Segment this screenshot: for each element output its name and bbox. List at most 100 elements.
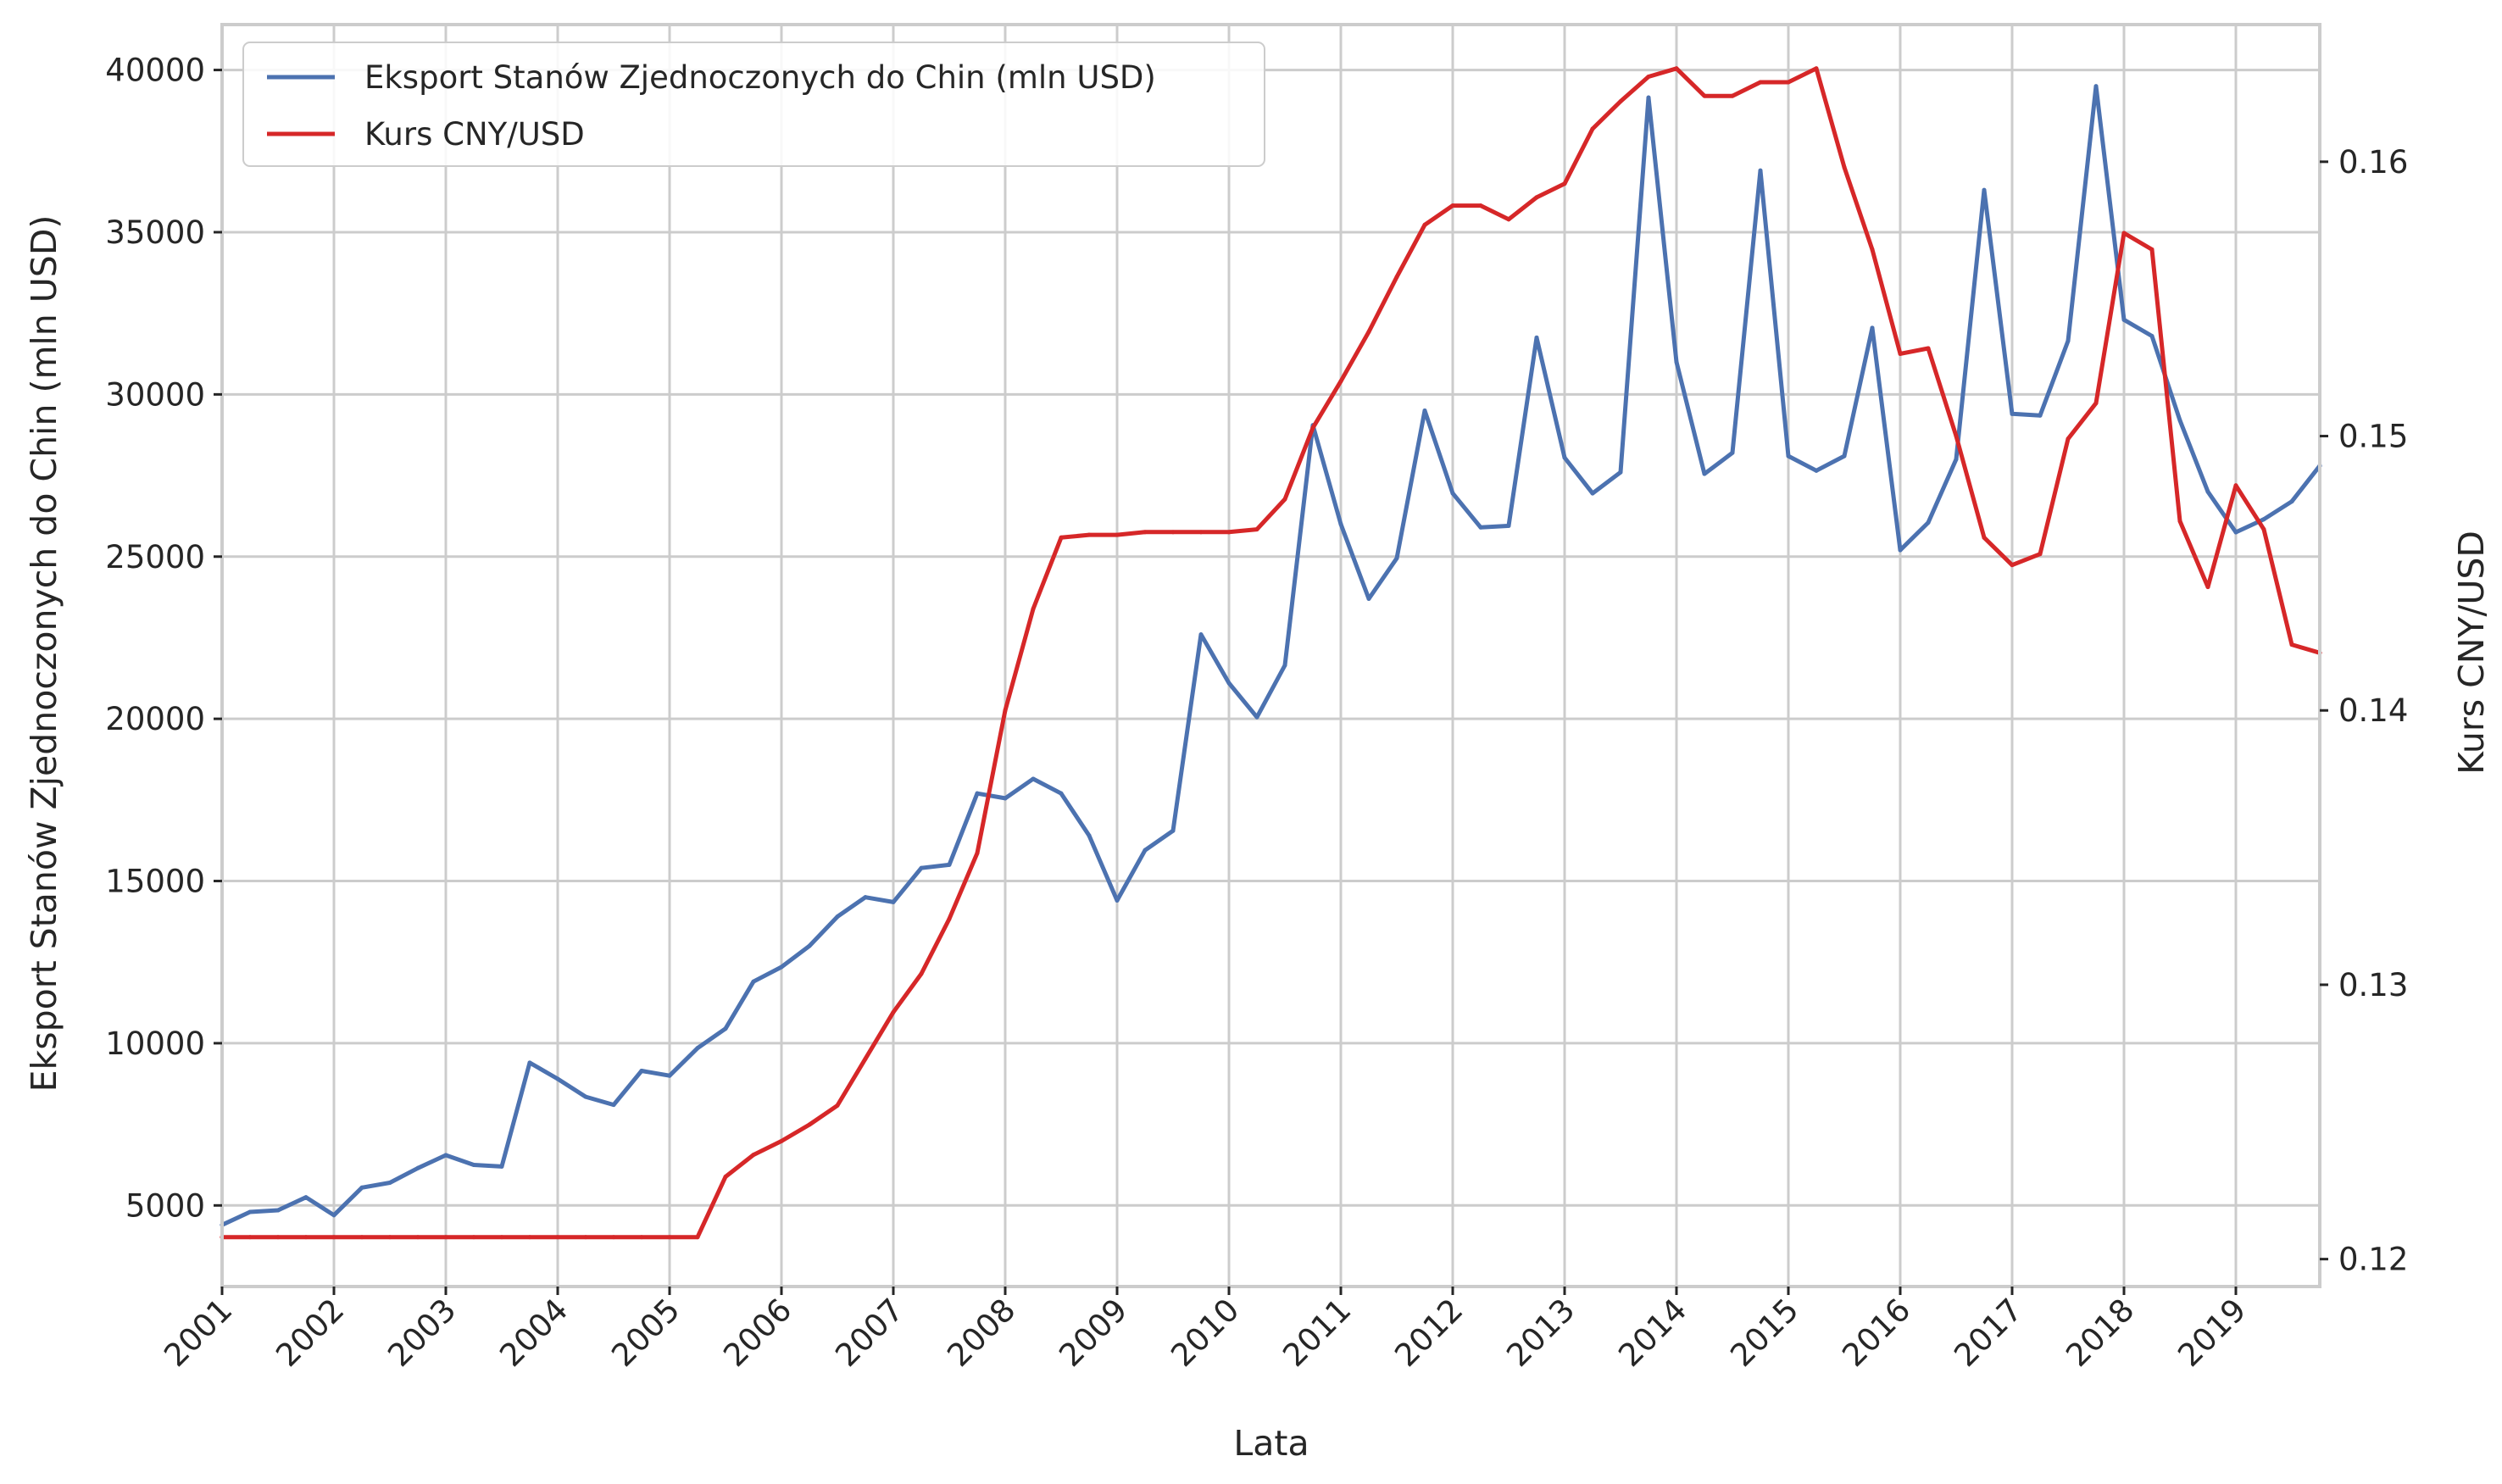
exchange-rate-data-point: [1786, 80, 1791, 85]
exchange-rate-data-point: [2010, 563, 2015, 568]
exchange-rate-data-point: [1394, 275, 1399, 280]
exchange-rate-data-point: [1590, 126, 1595, 131]
export-data-point: [835, 914, 840, 920]
export-data-point: [975, 791, 980, 796]
export-data-point: [471, 1162, 476, 1167]
export-data-point: [387, 1181, 392, 1186]
exchange-rate-data-point: [1115, 532, 1120, 537]
exchange-rate-data-point: [2093, 401, 2099, 406]
export-data-point: [639, 1068, 644, 1073]
exchange-rate-data-point: [779, 1138, 784, 1143]
exchange-rate-data-point: [1450, 203, 1455, 208]
exchange-rate-data-point: [751, 1153, 756, 1158]
exchange-rate-data-point: [303, 1235, 309, 1240]
exchange-rate-data-point: [471, 1235, 476, 1240]
exchange-rate-data-point: [1143, 530, 1148, 535]
export-data-point: [1226, 681, 1232, 686]
y-left-tick-label: 20000: [105, 701, 205, 737]
y-left-axis-title: Eksport Stanów Zjednoczonych do Chin (ml…: [24, 215, 64, 1092]
y-left-tick-label: 35000: [105, 214, 205, 251]
exchange-rate-data-point: [1702, 93, 1707, 98]
exchange-rate-data-point: [695, 1235, 700, 1240]
y-right-tick-label: 0.12: [2338, 1242, 2408, 1278]
exchange-rate-data-point: [527, 1235, 532, 1240]
exchange-rate-data-point: [1730, 93, 1735, 98]
exchange-rate-data-point: [1562, 181, 1567, 186]
exchange-rate-data-point: [1338, 379, 1343, 384]
export-data-point: [807, 943, 812, 948]
export-data-point: [1562, 455, 1567, 460]
export-data-point: [1115, 898, 1120, 903]
exchange-rate-data-point: [415, 1235, 420, 1240]
plot-frame: [220, 23, 2321, 1288]
exchange-rate-data-point: [807, 1122, 812, 1127]
exchange-rate-data-point: [1758, 80, 1763, 85]
export-data-point: [695, 1046, 700, 1051]
exchange-rate-data-point: [1310, 425, 1315, 431]
export-data-point: [2121, 317, 2127, 322]
export-data-point: [1506, 523, 1511, 528]
export-data-point: [1926, 520, 1931, 525]
export-data-point: [2261, 517, 2266, 522]
exchange-rate-data-point: [1087, 532, 1092, 537]
exchange-rate-data-point: [1870, 247, 1875, 252]
exchange-rate-data-point: [2149, 247, 2154, 252]
export-data-point: [2289, 499, 2294, 504]
exchange-rate-data-point: [919, 971, 924, 976]
exchange-rate-data-point: [1674, 66, 1679, 71]
exchange-rate-data-point: [275, 1235, 281, 1240]
export-data-point: [1618, 470, 1623, 475]
exchange-rate-data-point: [1366, 330, 1371, 335]
export-data-point: [527, 1060, 532, 1065]
export-data-point: [1590, 491, 1595, 496]
export-data-point: [1338, 521, 1343, 526]
exchange-rate-data-point: [1954, 434, 1959, 439]
y-right-tick-label: 0.14: [2338, 692, 2408, 729]
exchange-rate-data-point: [2177, 519, 2182, 524]
exchange-rate-data-point: [1982, 535, 1987, 540]
legend-box: [242, 42, 1265, 167]
exchange-rate-data-point: [1059, 535, 1064, 540]
exchange-rate-data-point: [1170, 530, 1176, 535]
y-right-tick-label: 0.13: [2338, 967, 2408, 1003]
exchange-rate-data-point: [359, 1235, 364, 1240]
export-data-point: [1422, 409, 1427, 414]
exchange-rate-data-point: [555, 1235, 560, 1240]
y-left-tick-label: 5000: [125, 1187, 205, 1224]
exchange-rate-data-point: [1898, 351, 1903, 356]
exchange-rate-data-point: [1282, 497, 1287, 502]
y-left-tick-label: 10000: [105, 1025, 205, 1062]
export-data-point: [2233, 530, 2238, 535]
export-data-point: [303, 1195, 309, 1200]
exchange-rate-data-point: [667, 1235, 672, 1240]
exchange-rate-data-point: [835, 1103, 840, 1108]
exchange-rate-data-point: [1534, 195, 1539, 200]
export-data-point: [247, 1209, 253, 1214]
export-data-point: [723, 1026, 728, 1031]
legend-label-export: Eksport Stanów Zjednoczonych do Chin (ml…: [364, 59, 1156, 96]
exchange-rate-data-point: [611, 1235, 616, 1240]
x-axis-title: Lata: [1233, 1423, 1309, 1464]
exchange-rate-data-point: [331, 1235, 336, 1240]
export-data-point: [1870, 325, 1875, 331]
export-data-point: [331, 1213, 336, 1218]
export-data-point: [2066, 338, 2071, 343]
exchange-rate-data-point: [975, 851, 980, 856]
exchange-rate-data-point: [1226, 530, 1232, 535]
export-data-point: [1059, 791, 1064, 796]
exchange-rate-data-point: [1926, 346, 1931, 351]
export-data-point: [2177, 418, 2182, 423]
exchange-rate-data-point: [1814, 66, 1819, 71]
export-data-point: [1730, 450, 1735, 455]
export-data-point: [583, 1094, 588, 1099]
exchange-rate-data-point: [499, 1235, 504, 1240]
export-data-point: [1198, 632, 1204, 637]
export-data-point: [2093, 84, 2099, 89]
export-data-point: [359, 1185, 364, 1190]
export-data-point: [2205, 489, 2210, 494]
export-data-point: [863, 895, 868, 900]
exchange-rate-data-point: [2233, 483, 2238, 488]
y-right-tick-label: 0.15: [2338, 419, 2408, 455]
